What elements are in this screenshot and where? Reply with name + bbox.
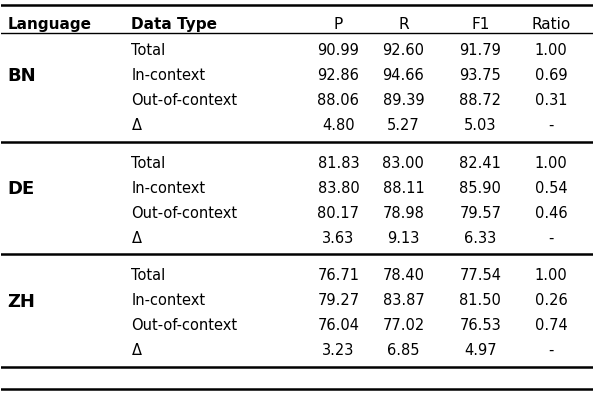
Text: Out-of-context: Out-of-context [131,318,238,333]
Text: 79.57: 79.57 [459,206,501,220]
Text: 88.06: 88.06 [317,93,359,108]
Text: Δ: Δ [131,343,141,358]
Text: 76.53: 76.53 [459,318,501,333]
Text: 4.80: 4.80 [322,118,355,133]
Text: 0.31: 0.31 [535,93,567,108]
Text: 83.80: 83.80 [318,181,359,195]
Text: DE: DE [7,180,34,198]
Text: 78.40: 78.40 [383,268,425,283]
Text: 1.00: 1.00 [535,268,568,283]
Text: 0.69: 0.69 [535,68,567,83]
Text: 88.11: 88.11 [383,181,424,195]
Text: 88.72: 88.72 [459,93,501,108]
Text: Ratio: Ratio [532,17,571,32]
Text: BN: BN [7,68,36,86]
Text: 9.13: 9.13 [387,230,419,246]
Text: 92.60: 92.60 [383,43,425,58]
Text: Data Type: Data Type [131,17,217,32]
Text: 3.63: 3.63 [323,230,355,246]
Text: Out-of-context: Out-of-context [131,93,238,108]
Text: -: - [548,343,554,358]
Text: In-context: In-context [131,293,206,308]
Text: 4.97: 4.97 [464,343,497,358]
Text: Language: Language [7,17,91,32]
Text: 91.79: 91.79 [459,43,501,58]
Text: -: - [548,118,554,133]
Text: 92.86: 92.86 [317,68,359,83]
Text: 0.74: 0.74 [535,318,568,333]
Text: R: R [398,17,409,32]
Text: 94.66: 94.66 [383,68,424,83]
Text: ZH: ZH [7,293,35,311]
Text: 82.41: 82.41 [459,156,501,170]
Text: Total: Total [131,268,166,283]
Text: 3.23: 3.23 [322,343,355,358]
Text: 1.00: 1.00 [535,43,568,58]
Text: F1: F1 [471,17,489,32]
Text: 76.71: 76.71 [317,268,359,283]
Text: 0.46: 0.46 [535,206,567,220]
Text: 89.39: 89.39 [383,93,424,108]
Text: 81.50: 81.50 [459,293,501,308]
Text: 0.54: 0.54 [535,181,567,195]
Text: 85.90: 85.90 [459,181,501,195]
Text: In-context: In-context [131,181,206,195]
Text: 6.33: 6.33 [464,230,497,246]
Text: 93.75: 93.75 [459,68,501,83]
Text: 78.98: 78.98 [383,206,424,220]
Text: Total: Total [131,156,166,170]
Text: 0.26: 0.26 [535,293,568,308]
Text: -: - [548,230,554,246]
Text: 5.03: 5.03 [464,118,497,133]
Text: 77.54: 77.54 [459,268,501,283]
Text: Δ: Δ [131,230,141,246]
Text: P: P [334,17,343,32]
Text: 81.83: 81.83 [318,156,359,170]
Text: Total: Total [131,43,166,58]
Text: 77.02: 77.02 [383,318,425,333]
Text: 80.17: 80.17 [317,206,359,220]
Text: 83.87: 83.87 [383,293,424,308]
Text: Out-of-context: Out-of-context [131,206,238,220]
Text: 76.04: 76.04 [317,318,359,333]
Text: 90.99: 90.99 [317,43,359,58]
Text: In-context: In-context [131,68,206,83]
Text: 83.00: 83.00 [383,156,424,170]
Text: 79.27: 79.27 [317,293,359,308]
Text: 6.85: 6.85 [387,343,420,358]
Text: 5.27: 5.27 [387,118,420,133]
Text: Δ: Δ [131,118,141,133]
Text: 1.00: 1.00 [535,156,568,170]
